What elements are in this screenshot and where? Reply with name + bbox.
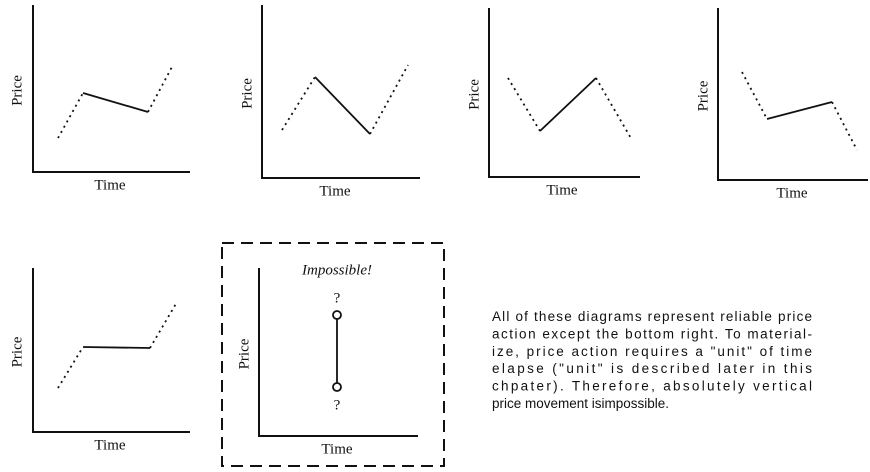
dotted-segment [507, 77, 541, 132]
annotation: Impossible! [301, 262, 372, 278]
endpoint [332, 310, 342, 320]
y-axis-label: Price [466, 79, 482, 110]
dotted-segment [57, 346, 84, 389]
caption-line: All of these diagrams represent reliable… [492, 309, 812, 324]
x-axis-label: Time [319, 183, 350, 199]
y-axis-label: Price [239, 78, 255, 109]
axes [261, 5, 420, 179]
axes [488, 8, 640, 178]
caption-line: elapse ("unit" is described later in thi… [492, 361, 812, 376]
solid-segment [82, 92, 149, 113]
question-mark: ? [334, 290, 341, 306]
solid-segment [82, 346, 151, 349]
y-axis-label: Price [695, 80, 711, 111]
x-axis-label: Time [321, 441, 352, 457]
dashed-box [221, 242, 445, 467]
x-axis-label: Time [94, 177, 125, 193]
dotted-segment [595, 77, 633, 141]
caption-line: chpater). Therefore, absolutely vertical [492, 379, 812, 394]
dotted-segment [149, 301, 178, 349]
x-axis-label: Time [546, 182, 577, 198]
axes [32, 268, 190, 433]
x-axis-label: Time [776, 185, 807, 201]
y-axis-label: Price [9, 336, 25, 367]
endpoint [332, 382, 342, 392]
axes [258, 268, 418, 437]
x-axis-label: Time [94, 437, 125, 453]
caption-line: action except the bottom right. To mater… [492, 326, 812, 341]
caption-line: price movement isimpossible. [492, 396, 669, 411]
solid-segment [766, 101, 833, 120]
dotted-segment [147, 64, 174, 113]
axes [717, 8, 868, 181]
price-lines: Impossible! ? ? [57, 64, 858, 467]
y-axis-label: Price [9, 75, 25, 106]
dotted-segment [741, 71, 768, 120]
dotted-segment [281, 76, 316, 131]
solid-segment [314, 76, 371, 135]
question-mark: ? [334, 397, 341, 413]
caption-line: ize, price action requires a "unit" of t… [492, 344, 812, 359]
dotted-segment [57, 92, 84, 139]
solid-segment [539, 77, 597, 132]
dotted-segment [369, 64, 409, 135]
y-axis-label: Price [236, 338, 252, 369]
dotted-segment [831, 101, 858, 151]
axes [32, 5, 190, 173]
